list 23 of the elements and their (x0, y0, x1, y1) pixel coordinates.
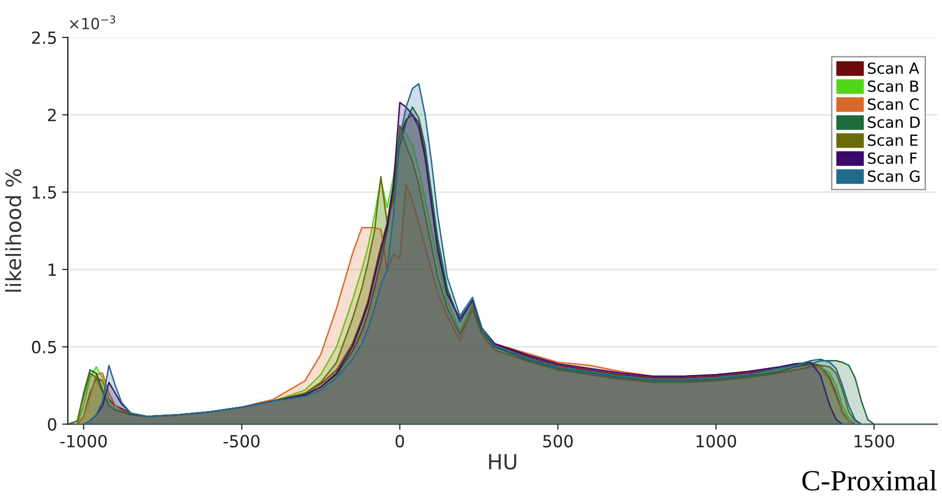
x-tick-label: 1500 (854, 434, 894, 448)
y-tick-label: 0 (48, 418, 56, 431)
x-tick-label: 1000 (696, 434, 736, 448)
text: ×10$^{−3}$ (70, 15, 116, 30)
y-tick-label: 0.5 (32, 340, 56, 354)
y-tick-label: 2 (48, 108, 56, 122)
legend-label: Scan C (868, 98, 919, 110)
x-tick-label: 500 (543, 434, 573, 448)
x-axis-title: HU (489, 454, 516, 470)
legend-label: Scan D (868, 116, 920, 128)
x-tick-label: -500 (224, 434, 260, 448)
legend-label: Scan G (868, 170, 920, 182)
x-tick-label: 0 (396, 434, 404, 448)
legend-label: Scan B (868, 80, 918, 92)
legend-label: Scan F (868, 152, 917, 164)
y-tick-label: 1.5 (32, 186, 56, 199)
legend-label: Scan A (868, 62, 920, 74)
y-axis-title: likelihood % (5, 169, 22, 292)
y-tick-label: 1 (48, 264, 56, 276)
legend-label: Scan E (868, 134, 918, 146)
y-tick-label: 2.5 (32, 31, 56, 44)
text: C-Proximal (802, 470, 937, 491)
x-tick-label: -1000 (60, 434, 107, 448)
